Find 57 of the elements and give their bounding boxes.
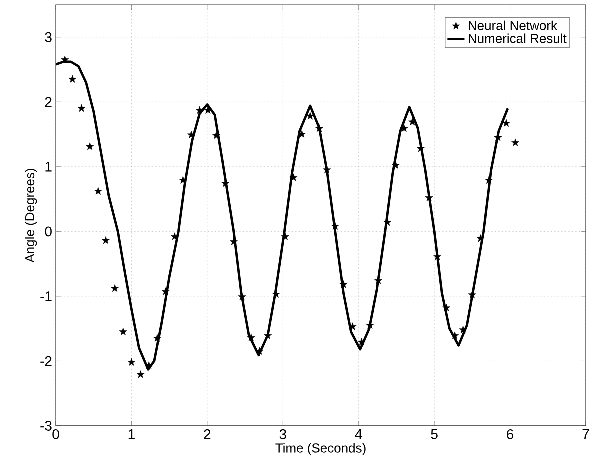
y-tick-label: 1 — [46, 162, 52, 172]
y-tick-label: 2 — [45, 97, 52, 108]
point — [154, 334, 162, 342]
legend-label: Neural Network — [468, 20, 558, 30]
point — [358, 338, 366, 346]
x-tick-label: 2 — [204, 430, 211, 440]
point — [366, 321, 374, 329]
point — [111, 284, 120, 292]
point — [119, 328, 128, 336]
point — [78, 104, 86, 112]
y-tick-label: -3 — [40, 421, 52, 431]
x-tick-label: 0 — [52, 430, 60, 440]
point — [408, 118, 417, 126]
point — [502, 119, 510, 127]
point — [230, 238, 238, 246]
point — [331, 222, 340, 230]
point — [485, 176, 494, 184]
point — [247, 334, 256, 342]
x-axis-title: Time (Seconds) — [276, 443, 366, 456]
y-tick-label: -1 — [40, 292, 52, 302]
point — [442, 304, 451, 312]
point — [340, 280, 348, 288]
point — [128, 358, 136, 366]
y-axis-title: Angle (Degrees) — [25, 168, 38, 263]
y-tick-label: 0 — [45, 226, 52, 237]
x-tick-label: 1 — [128, 430, 135, 440]
x-tick-label: 6 — [507, 430, 514, 440]
point — [512, 138, 520, 146]
point — [298, 130, 306, 138]
point — [94, 187, 102, 195]
point — [384, 218, 392, 226]
point — [290, 174, 298, 182]
point — [68, 75, 77, 83]
point — [400, 124, 408, 132]
y-tick-label: -2 — [40, 356, 52, 366]
point — [212, 132, 220, 140]
point — [451, 332, 459, 340]
point — [459, 326, 468, 334]
point — [468, 291, 476, 299]
x-tick-label: 3 — [280, 430, 286, 440]
point — [61, 56, 70, 64]
point — [136, 370, 145, 378]
y-tick-label: 3 — [45, 32, 52, 42]
point — [102, 236, 110, 244]
point — [316, 124, 324, 132]
x-tick-label: 7 — [582, 430, 590, 440]
point — [238, 292, 246, 300]
point — [392, 161, 400, 169]
legend-label: Numerical Result — [468, 34, 567, 44]
point — [281, 232, 290, 240]
x-tick-label: 5 — [431, 430, 438, 440]
point — [86, 142, 94, 150]
point — [476, 234, 485, 242]
x-tick-label: 4 — [355, 430, 362, 440]
point — [188, 131, 196, 139]
point — [323, 166, 332, 174]
point — [162, 288, 170, 296]
